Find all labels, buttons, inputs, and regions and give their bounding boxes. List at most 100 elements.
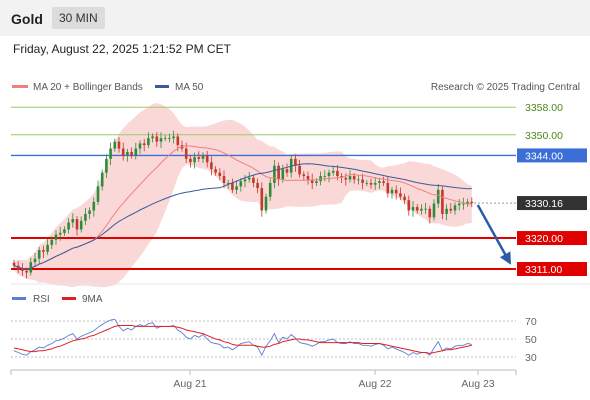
candle-body <box>138 143 142 149</box>
candle-body <box>42 250 45 252</box>
rsi-tick-70: 70 <box>525 316 537 328</box>
candle-body <box>386 182 390 194</box>
candle-body <box>315 181 318 183</box>
ma9-legend-label: 9MA <box>82 294 103 305</box>
ma50-legend-label: MA 50 <box>175 82 204 93</box>
candle-body <box>466 201 469 204</box>
candle-body <box>184 148 188 159</box>
bollinger-band-area <box>14 103 472 288</box>
candle-body <box>197 157 201 159</box>
candle-body <box>71 219 75 223</box>
candle-body <box>218 172 222 177</box>
candle-body <box>130 151 133 156</box>
candle-body <box>88 210 91 214</box>
credit-label: Research © 2025 Trading Central <box>431 82 580 93</box>
candle-body <box>46 244 49 252</box>
price-levels <box>11 106 516 271</box>
candle-body <box>105 158 108 173</box>
candle-body <box>117 141 121 149</box>
candle-body <box>151 136 154 139</box>
candle-body <box>84 213 87 221</box>
rsi-legend-swatch <box>12 297 26 300</box>
candle-body <box>134 148 138 156</box>
candle-body <box>369 182 373 185</box>
candle-body <box>445 208 448 214</box>
candle-body <box>252 177 255 183</box>
candle-body <box>399 193 402 197</box>
ma9-legend-swatch <box>62 297 76 300</box>
candle-body <box>193 157 196 163</box>
candle-body <box>50 239 54 245</box>
ma50-line <box>13 163 472 270</box>
candle-body <box>210 162 213 170</box>
candle-body <box>281 169 285 180</box>
timeframe-button[interactable]: 30 MIN <box>52 7 105 29</box>
rsi-ma9-line <box>13 325 472 354</box>
candle-body <box>432 203 436 218</box>
candle-body <box>457 203 461 206</box>
candle-body <box>390 189 394 194</box>
price-level-labels: 3358.00 3350.00 3344.00 3330.16 3320.00 3311.… <box>517 102 587 277</box>
candle-body <box>256 182 259 189</box>
candle-body <box>67 222 70 230</box>
candle-body <box>54 234 58 240</box>
candle-body <box>109 148 112 159</box>
candle-body <box>298 165 301 175</box>
candle-body <box>214 169 217 173</box>
forecast-arrow-shaft <box>476 204 512 264</box>
candle-body <box>25 270 28 273</box>
level-label-3350-00: 3350.00 <box>525 130 563 142</box>
rsi-line <box>13 318 472 357</box>
candle-body <box>415 207 419 211</box>
level-box-3311-00 <box>517 262 587 277</box>
candle-body <box>302 174 306 177</box>
candle-body <box>323 176 327 177</box>
candle-body <box>424 208 427 210</box>
candle-body <box>394 189 398 194</box>
candle-body <box>310 179 314 183</box>
ma20-legend-label: MA 20 + Bollinger Bands <box>33 82 143 93</box>
candle-body <box>235 186 238 190</box>
candle-body <box>247 177 251 180</box>
candle-body <box>273 165 276 183</box>
candle-body <box>147 138 150 146</box>
candle-body <box>37 250 41 259</box>
x-axis-ticks: Aug 21 Aug 22 Aug 23 <box>10 370 517 390</box>
candle-body <box>189 158 192 163</box>
candle-body <box>142 143 146 146</box>
candle-body <box>121 148 125 156</box>
candle-body <box>306 176 310 180</box>
candle-body <box>63 229 66 233</box>
candle-body <box>365 182 369 184</box>
level-label-3330-16: 3330.16 <box>525 198 563 210</box>
candle-body <box>231 182 234 190</box>
candle-body <box>58 232 62 235</box>
candle-body <box>201 155 205 159</box>
candle-body <box>21 269 24 271</box>
candle-body <box>462 203 465 205</box>
level-label-3344-00: 3344.00 <box>525 150 563 162</box>
level-box-3344-00 <box>517 148 587 163</box>
rsi-panel: 70 50 30 <box>11 316 537 364</box>
candle-body <box>79 220 83 230</box>
candle-body <box>113 141 117 149</box>
candle-body <box>100 172 104 187</box>
rsi-tick-30: 30 <box>525 352 537 364</box>
candle-body <box>453 205 457 211</box>
moving-averages <box>13 145 472 270</box>
level-box-3330-16 <box>517 196 587 211</box>
candle-body <box>403 196 406 201</box>
candle-body <box>264 196 268 211</box>
candle-body <box>226 182 230 184</box>
candle-body <box>428 208 432 218</box>
ma50-legend-swatch <box>155 85 169 88</box>
candle-body <box>285 169 289 173</box>
candle-body <box>378 181 381 183</box>
level-box-3320-00 <box>517 231 587 246</box>
candle-body <box>12 262 16 266</box>
rsi-tick-50: 50 <box>525 334 537 346</box>
x-tick-label: Aug 21 <box>173 378 206 390</box>
candle-body <box>155 136 159 142</box>
x-tick-label: Aug 22 <box>358 378 391 390</box>
